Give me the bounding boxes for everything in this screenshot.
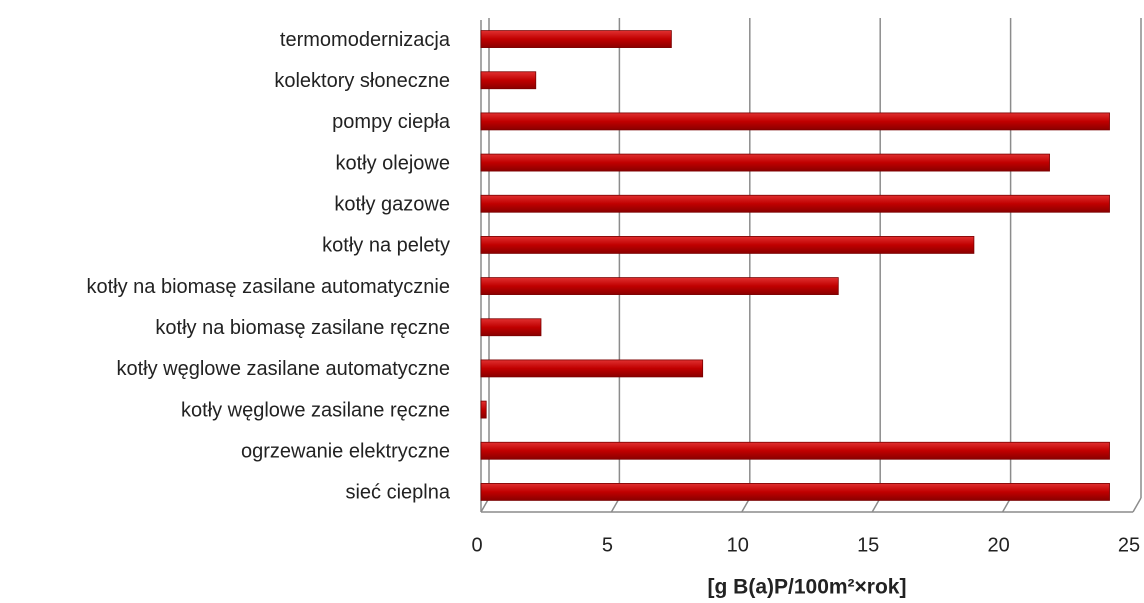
- y-tick-label: kolektory słoneczne: [274, 70, 450, 92]
- grid-line: [1132, 497, 1142, 513]
- bar: [480, 441, 1110, 460]
- y-tick-label: kotły gazowe: [334, 194, 450, 216]
- y-tick-label: termomodernizacja: [280, 29, 451, 51]
- y-tick-label: kotły węglowe zasilane automatyczne: [116, 358, 450, 380]
- y-tick-label: pompy ciepła: [332, 111, 451, 133]
- x-axis-label: [g B(a)P/100m²×rok]: [708, 576, 907, 599]
- x-tick-label: 25: [1118, 534, 1140, 556]
- y-tick-label: kotły na pelety: [322, 235, 450, 257]
- bar: [480, 153, 1050, 172]
- y-tick-label: kotły węglowe zasilane ręczne: [181, 399, 450, 421]
- x-tick-label: 0: [471, 534, 482, 556]
- bar: [480, 30, 672, 48]
- bar: [480, 318, 542, 337]
- bar: [480, 71, 537, 90]
- bar: [480, 483, 1110, 501]
- bar: [480, 112, 1110, 131]
- x-tick-label: 20: [987, 534, 1009, 556]
- bar: [480, 194, 1110, 213]
- bar: [480, 236, 975, 254]
- y-tick-label: ogrzewanie elektryczne: [241, 441, 450, 463]
- y-tick-label: kotły na biomasę zasilane automatycznie: [86, 276, 450, 298]
- x-tick-label: 5: [602, 534, 613, 556]
- y-tick-label: sieć cieplna: [345, 482, 450, 504]
- y-tick-label: kotły olejowe: [335, 152, 450, 174]
- y-tick-label: kotły na biomasę zasilane ręczne: [155, 317, 450, 339]
- bar: [480, 400, 487, 419]
- x-tick-label: 10: [727, 534, 749, 556]
- bar: [480, 359, 704, 378]
- x-tick-label: 15: [857, 534, 879, 556]
- bar: [480, 277, 839, 295]
